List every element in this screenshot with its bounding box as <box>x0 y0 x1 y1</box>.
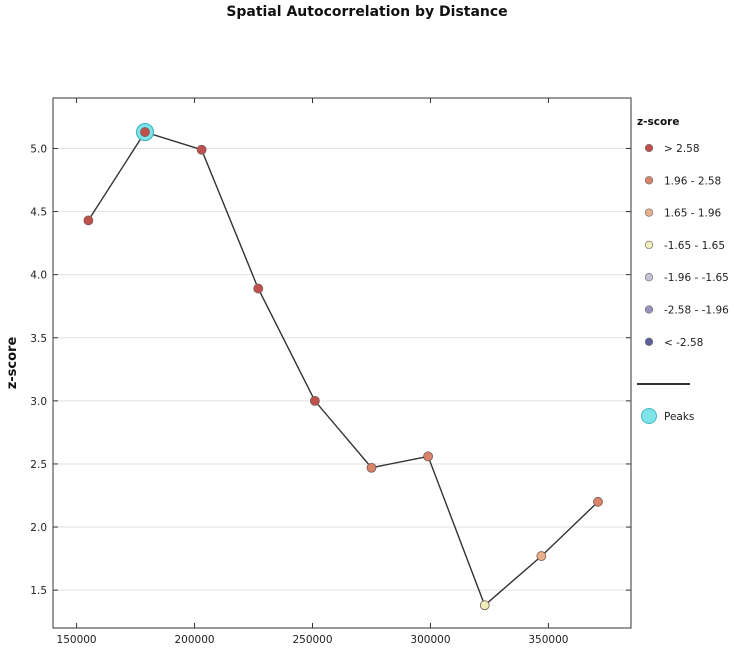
legend-entry-label: < -2.58 <box>664 337 703 349</box>
data-point <box>536 551 547 561</box>
legend-marker <box>644 176 654 185</box>
data-point <box>593 496 603 507</box>
plot-area <box>52 97 632 629</box>
chart-title: Spatial Autocorrelation by Distance <box>226 4 507 20</box>
data-point <box>83 215 94 226</box>
legend: z-score > 2.58 1.96 - 2.58 1.65 - 1.96 -1.6… <box>637 116 729 424</box>
series-line <box>87 131 599 607</box>
legend-entry-label: -1.96 - -1.65 <box>664 272 729 284</box>
x-tick-label: 300000 <box>410 634 450 646</box>
legend-entry-label: -1.65 - 1.65 <box>664 240 725 252</box>
x-tick-label: 150000 <box>57 634 97 646</box>
data-point <box>366 462 377 473</box>
legend-marker <box>644 305 654 314</box>
data-point <box>309 395 320 406</box>
x-axis: 150000 200000 250000 300000 350000 <box>57 98 568 646</box>
legend-entry-label: -2.58 - -1.96 <box>664 305 729 317</box>
legend-marker <box>644 337 654 346</box>
data-point <box>423 451 434 462</box>
legend-entry-label: 1.96 - 2.58 <box>664 175 721 187</box>
series <box>83 122 603 611</box>
legend-title: z-score <box>637 116 679 128</box>
y-tick-label: 2.5 <box>30 459 47 471</box>
legend-entry-label: > 2.58 <box>664 143 700 155</box>
y-tick-label: 3.0 <box>30 396 47 408</box>
y-tick-label: 5.0 <box>30 143 47 155</box>
y-tick-label: 4.0 <box>30 270 47 282</box>
y-tick-label: 4.5 <box>30 207 47 219</box>
legend-marker <box>644 143 654 153</box>
y-axis-label: z-score <box>5 337 20 390</box>
legend-peaks-marker <box>641 408 657 424</box>
y-tick-label: 1.5 <box>30 585 47 597</box>
data-point <box>253 283 264 294</box>
x-tick-label: 250000 <box>292 634 332 646</box>
y-tick-label: 2.0 <box>30 522 47 534</box>
y-axis: 1.5 2.0 2.5 3.0 3.5 4.0 4.5 5.0 <box>30 143 631 597</box>
data-point <box>196 144 207 155</box>
x-tick-label: 200000 <box>175 634 215 646</box>
data-point <box>479 600 490 611</box>
legend-marker <box>644 240 654 250</box>
x-tick-label: 350000 <box>528 634 568 646</box>
data-point <box>140 127 150 137</box>
grid <box>53 147 631 591</box>
legend-entry-label: 1.65 - 1.96 <box>664 208 722 220</box>
legend-marker <box>644 273 654 282</box>
legend-marker <box>644 208 654 217</box>
y-tick-label: 3.5 <box>30 333 47 345</box>
legend-peaks-label: Peaks <box>664 411 694 423</box>
